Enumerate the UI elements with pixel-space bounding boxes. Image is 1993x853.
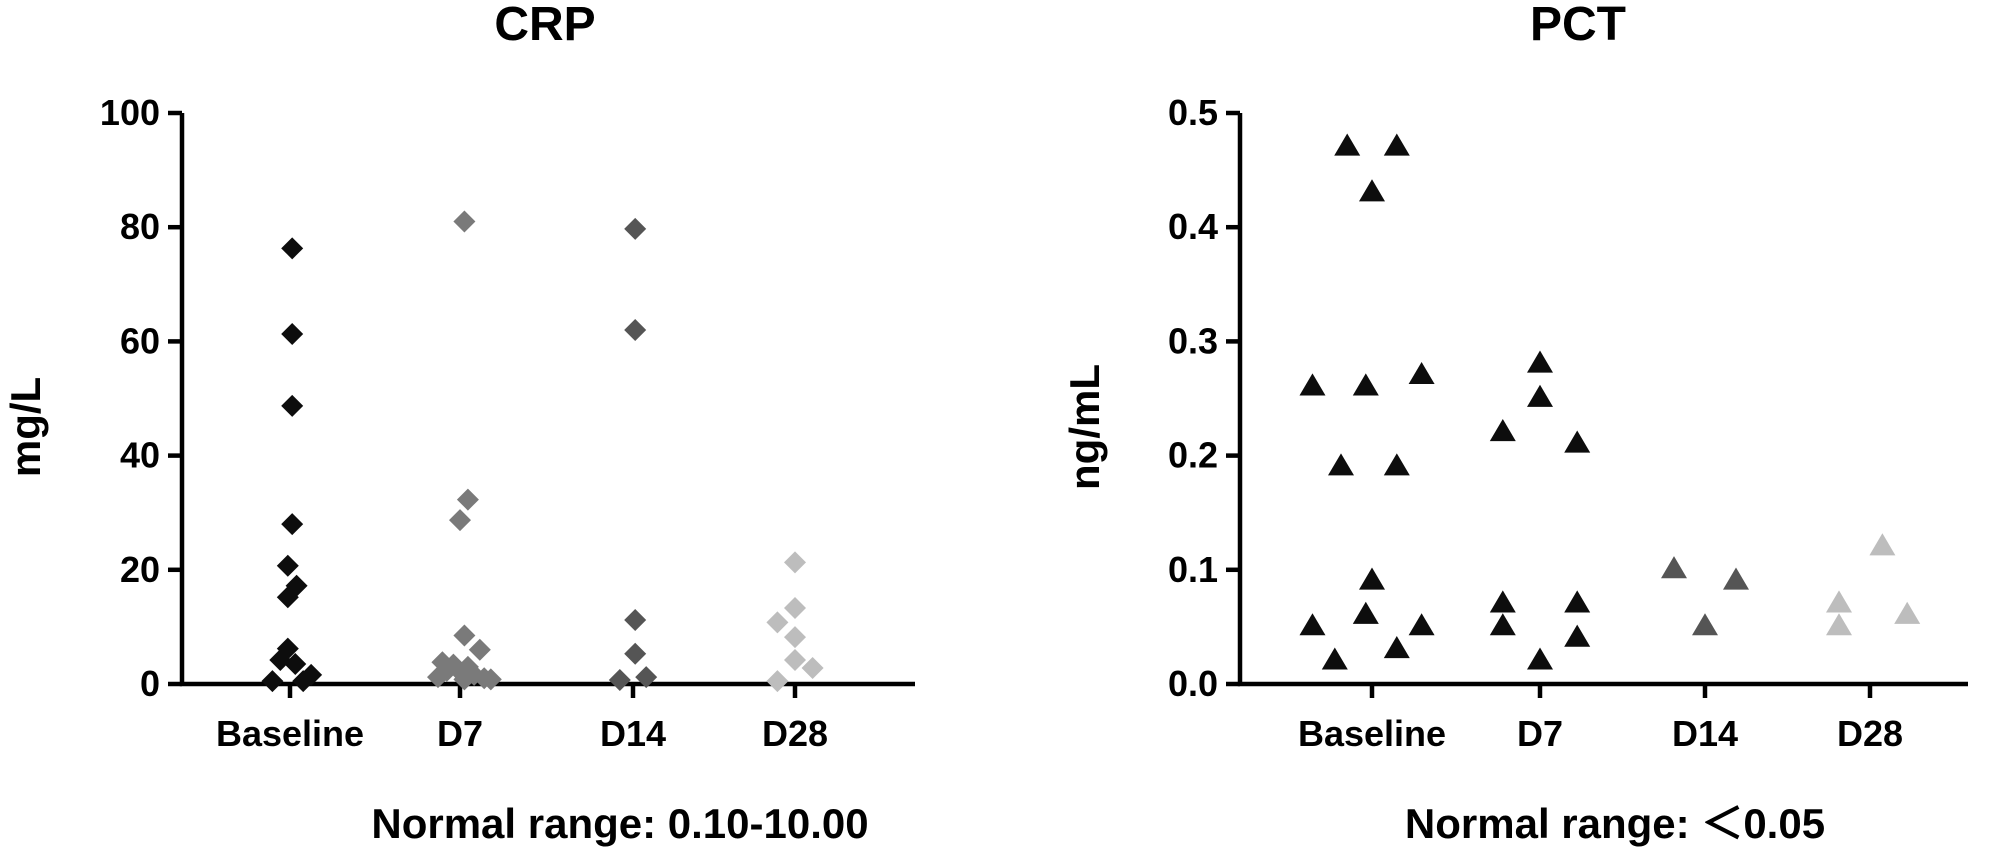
crp-data-point <box>281 237 304 260</box>
pct-panel: PCT ng/mL 0.0 0.1 0.2 0.3 0.4 0.5 Baseline D7 D… <box>1061 0 1968 847</box>
pct-y-tick-label: 0.2 <box>1168 435 1218 476</box>
crp-data-point <box>281 513 304 536</box>
crp-data-point <box>624 642 647 665</box>
crp-y-ticks: 0 20 40 60 80 100 <box>100 92 182 704</box>
crp-x-tick-label: D14 <box>600 713 666 754</box>
crp-data-point <box>261 670 284 693</box>
crp-data-point <box>624 609 647 632</box>
pct-y-tick-label: 0.3 <box>1168 320 1218 361</box>
pct-x-tick-label: D14 <box>1672 713 1738 754</box>
pct-x-tick-label: Baseline <box>1298 713 1446 754</box>
crp-y-tick-label: 20 <box>120 549 160 590</box>
crp-data-point <box>635 666 658 689</box>
crp-x-tick-label: D28 <box>762 713 828 754</box>
crp-y-axis-label: mg/L <box>2 377 49 477</box>
pct-data-point <box>1527 384 1553 407</box>
pct-y-tick-label: 0.1 <box>1168 549 1218 590</box>
crp-data-point <box>276 637 299 660</box>
crp-data-point <box>284 653 307 676</box>
pct-y-ticks: 0.0 0.1 0.2 0.3 0.4 0.5 <box>1168 92 1240 704</box>
crp-y-tick-label: 60 <box>120 320 160 361</box>
pct-normal-range-caption: Normal range: ＜0.05 <box>1405 800 1825 847</box>
crp-x-tick-label: Baseline <box>216 713 364 754</box>
crp-data-point <box>300 663 323 686</box>
crp-data-point <box>281 322 304 345</box>
pct-x-tick-label: D28 <box>1837 713 1903 754</box>
pct-y-tick-label: 0.4 <box>1168 206 1218 247</box>
pct-data-point <box>1352 601 1379 624</box>
pct-data-point <box>1527 350 1553 373</box>
crp-data-point <box>453 624 476 647</box>
pct-data-points <box>1299 133 1921 670</box>
crp-data-point <box>281 394 304 417</box>
pct-data-point <box>1826 590 1852 613</box>
pct-x-tick-label: D7 <box>1517 713 1563 754</box>
pct-title: PCT <box>1530 0 1626 51</box>
pct-y-tick-label: 0.0 <box>1168 663 1218 704</box>
crp-data-points <box>261 210 824 693</box>
crp-y-tick-label: 40 <box>120 435 160 476</box>
crp-data-point <box>276 554 299 577</box>
crp-data-point <box>784 626 806 649</box>
pct-data-point <box>1489 590 1516 613</box>
pct-axes <box>1237 113 1968 687</box>
crp-data-point <box>784 649 806 672</box>
pct-data-point <box>1869 533 1896 556</box>
pct-data-point <box>1527 647 1553 670</box>
pct-data-point <box>1299 613 1326 636</box>
pct-data-point <box>1359 567 1385 590</box>
crp-x-ticks: Baseline D7 D14 D28 <box>216 684 828 754</box>
crp-data-point <box>766 611 789 634</box>
pct-y-tick-label: 0.5 <box>1168 92 1218 133</box>
pct-data-point <box>1489 419 1516 442</box>
crp-normal-range-caption: Normal range: 0.10-10.00 <box>371 800 868 847</box>
pct-data-point <box>1564 430 1591 453</box>
crp-data-point <box>456 488 479 511</box>
crp-data-point <box>468 638 491 661</box>
pct-data-point <box>1328 453 1354 476</box>
pct-x-ticks: Baseline D7 D14 D28 <box>1298 684 1903 754</box>
pct-data-point <box>1359 179 1385 202</box>
crp-data-point <box>608 669 631 692</box>
pct-data-point <box>1334 133 1361 156</box>
crp-y-tick-label: 100 <box>100 92 160 133</box>
crp-data-point <box>624 318 647 341</box>
crp-data-point <box>624 217 647 240</box>
pct-data-point <box>1299 373 1326 396</box>
pct-data-point <box>1723 567 1749 590</box>
crp-data-point <box>784 597 806 620</box>
crp-panel: CRP mg/L 0 20 40 60 80 100 Baseline D7 D14 D28 N… <box>2 0 915 847</box>
crp-data-point <box>801 657 824 680</box>
pct-data-point <box>1383 453 1410 476</box>
crp-y-tick-label: 0 <box>140 663 160 704</box>
pct-data-point <box>1383 133 1410 156</box>
pct-data-point <box>1661 556 1687 579</box>
pct-data-point <box>1321 647 1348 670</box>
pct-data-point <box>1489 613 1516 636</box>
crp-data-point <box>784 551 806 574</box>
pct-y-axis-label: ng/mL <box>1061 364 1108 490</box>
crp-data-point <box>449 509 471 532</box>
pct-data-point <box>1564 624 1591 647</box>
crp-data-point <box>285 574 308 597</box>
pct-data-point <box>1352 373 1379 396</box>
pct-data-point <box>1894 601 1921 624</box>
crp-data-point <box>766 670 789 693</box>
pct-data-point <box>1408 613 1435 636</box>
crp-data-point <box>453 210 476 233</box>
crp-x-tick-label: D7 <box>437 713 483 754</box>
pct-data-point <box>1692 613 1718 636</box>
crp-data-point <box>479 668 502 691</box>
pct-data-point <box>1826 613 1852 636</box>
pct-data-point <box>1564 590 1591 613</box>
pct-data-point <box>1408 361 1435 385</box>
crp-y-tick-label: 80 <box>120 206 160 247</box>
crp-title: CRP <box>494 0 595 51</box>
pct-data-point <box>1383 636 1410 659</box>
